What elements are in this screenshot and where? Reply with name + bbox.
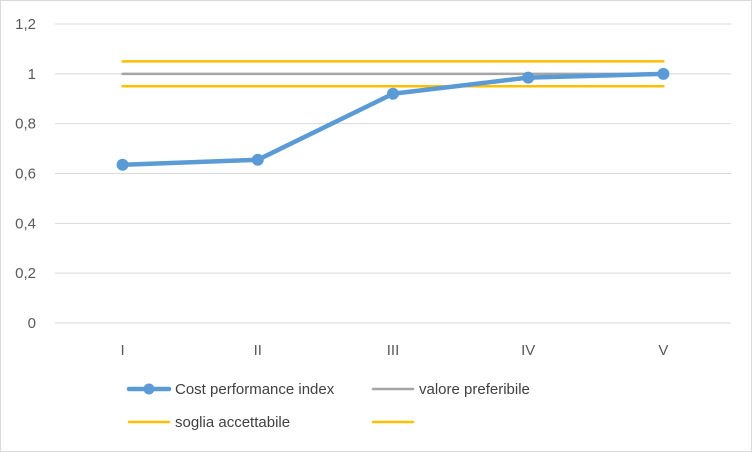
x-tick-label: I — [121, 342, 125, 359]
legend-item-2: soglia accettabile — [127, 414, 290, 431]
y-tick-label: 0 — [28, 315, 36, 332]
x-tick-label: V — [658, 342, 668, 359]
legend-item-1: valore preferibile — [371, 381, 530, 398]
y-tick-label: 0,4 — [15, 215, 36, 232]
y-tick-label: 0,2 — [15, 265, 36, 282]
data-point — [522, 71, 535, 84]
legend-item-0: Cost performance index — [126, 381, 335, 398]
y-tick-label: 1,2 — [15, 16, 36, 33]
data-point — [387, 87, 399, 100]
x-axis: I II III IV V — [121, 342, 669, 359]
x-tick-label: III — [387, 342, 400, 359]
y-tick-label: 0,8 — [15, 116, 36, 133]
legend-marker — [143, 383, 155, 395]
data-point — [657, 67, 670, 80]
x-tick-label: IV — [521, 342, 535, 359]
legend-label: soglia accettabile — [175, 414, 290, 431]
data-point — [251, 153, 264, 166]
legend-label: Cost performance index — [175, 381, 335, 398]
y-tick-label: 0,6 — [15, 166, 36, 183]
legend-label: valore preferibile — [419, 381, 530, 398]
y-axis: 0 0,2 0,4 0,6 0,8 1 1,2 — [15, 16, 36, 332]
data-point — [116, 158, 129, 171]
legend: Cost performance index valore preferibile… — [126, 381, 530, 431]
y-tick-label: 1 — [28, 66, 36, 83]
x-tick-label: II — [254, 342, 262, 359]
gridlines — [55, 23, 731, 324]
series-layer — [116, 60, 670, 171]
